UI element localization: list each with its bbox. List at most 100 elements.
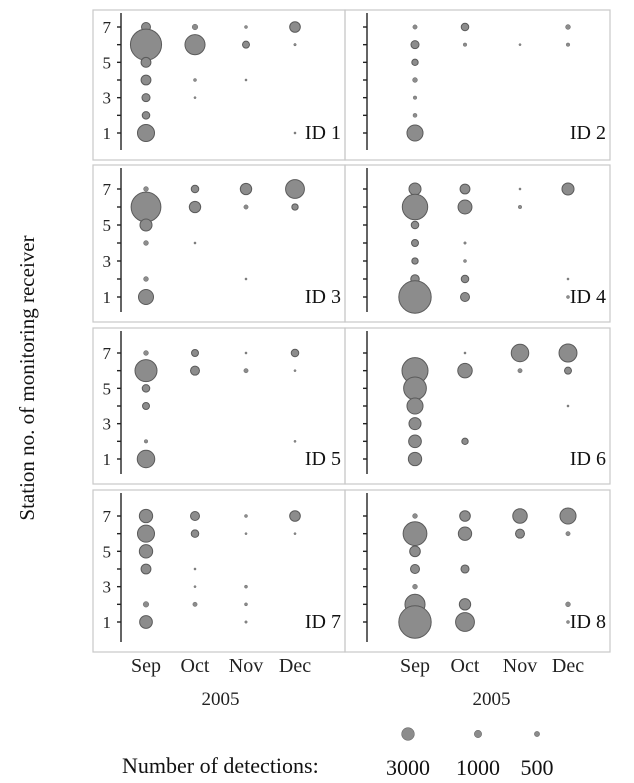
bubble-point — [566, 295, 570, 299]
bubble-point — [244, 277, 248, 281]
bubble-point — [510, 343, 530, 363]
bubble-point — [143, 186, 149, 192]
bubble-point — [566, 42, 571, 47]
legend-title: Number of detections: — [122, 753, 319, 778]
x-tick-label-sep: Sep — [400, 655, 430, 677]
bubble-point — [193, 78, 197, 82]
bubble-point — [518, 187, 522, 191]
bubble-point — [457, 526, 473, 541]
bubble-point — [411, 58, 419, 67]
legend-bubble-1000 — [474, 730, 482, 738]
panel-id-label: ID 6 — [570, 448, 606, 470]
bubble-point — [460, 292, 470, 302]
panel-id-6: ID 6 — [344, 327, 611, 485]
bubble-point — [413, 95, 418, 100]
panel-id-label: ID 4 — [570, 286, 606, 308]
bubble-point — [193, 241, 197, 245]
panel-id-5: 1 3 5 7 ID 5 — [92, 327, 346, 485]
bubble-point — [193, 96, 197, 99]
bubble-point — [244, 351, 248, 355]
bubble-point — [460, 274, 470, 284]
bubble-point — [285, 179, 305, 199]
bubble-point — [293, 131, 297, 135]
panel-id-label: ID 3 — [305, 286, 341, 308]
y-tick-label: 1 — [103, 124, 112, 143]
x-tick-label-nov: Nov — [503, 655, 537, 677]
x-tick-label-dec: Dec — [279, 655, 311, 677]
bubble-point — [244, 584, 248, 589]
panel-id-8: ID 8 — [344, 489, 611, 653]
panel-id-label: ID 5 — [305, 448, 341, 470]
y-tick-label: 1 — [103, 450, 112, 469]
x-tick-label-sep: Sep — [131, 655, 161, 677]
bubble-point — [515, 528, 525, 539]
bubble-point — [401, 193, 429, 221]
y-tick-label: 3 — [103, 415, 112, 434]
bubble-point — [191, 23, 199, 31]
bubble-point — [293, 369, 297, 372]
bubble-point — [517, 368, 523, 374]
panel-id-4: ID 4 — [344, 164, 611, 323]
bubble-point — [190, 184, 200, 194]
bubble-point — [402, 521, 428, 547]
y-tick-label: 3 — [103, 252, 112, 271]
legend-label-3000: 3000 — [386, 755, 430, 780]
bubble-point — [141, 384, 151, 393]
bubble-point — [403, 376, 427, 401]
bubble-point — [458, 598, 472, 611]
panel-frame — [344, 164, 611, 323]
bubble-point — [411, 257, 419, 265]
bubble-point — [412, 113, 418, 118]
bubble-point — [559, 507, 577, 525]
bubble-point — [455, 612, 475, 632]
bubble-point — [291, 203, 299, 211]
bubble-point — [564, 366, 572, 375]
bubble-point — [143, 350, 149, 356]
panel-id-2: ID 2 — [344, 9, 611, 161]
bubble-point — [410, 220, 420, 230]
bubble-point — [410, 40, 420, 50]
x-tick-label-dec: Dec — [552, 655, 584, 677]
panel-frame — [344, 489, 611, 653]
bubble-point — [463, 259, 467, 263]
bubble-point — [141, 111, 151, 120]
bubble-point — [406, 397, 424, 415]
bubble-point — [142, 601, 150, 608]
bubble-point — [140, 74, 152, 86]
bubble-point — [412, 24, 418, 30]
bubble-point — [461, 437, 469, 446]
bubble-point — [463, 351, 467, 355]
y-tick-label: 5 — [103, 216, 112, 235]
bubble-point — [407, 451, 423, 467]
bubble-point — [193, 567, 197, 571]
bubble-point — [558, 343, 578, 363]
bubble-point — [518, 43, 522, 46]
legend: Number of detections: 3000 1000 500 — [122, 727, 554, 780]
x-axis-labels: Sep Oct Nov Dec 2005 Sep Oct Nov Dec 2005 — [131, 655, 584, 710]
bubble-point — [566, 404, 570, 408]
bubble-point — [566, 620, 570, 624]
bubble-point — [290, 348, 300, 358]
bubble-point — [142, 402, 150, 410]
bubble-point — [244, 602, 248, 607]
panel-id-label: ID 1 — [305, 122, 341, 144]
panel-id-label: ID 2 — [570, 122, 606, 144]
bubble-point — [408, 417, 422, 431]
y-tick-label: 1 — [103, 613, 112, 632]
bubble-point — [565, 601, 571, 607]
bubble-point — [457, 362, 473, 379]
bubble-point — [136, 449, 156, 469]
y-tick-label: 5 — [103, 379, 112, 398]
legend-bubble-3000 — [401, 727, 415, 741]
bubble-point — [239, 182, 253, 196]
bubble-point — [565, 24, 571, 30]
bubble-point — [411, 239, 419, 247]
bubble-point — [140, 563, 152, 575]
bubble-point — [143, 439, 148, 444]
panel-id-label: ID 7 — [305, 611, 341, 633]
y-tick-label: 5 — [103, 53, 112, 72]
bubble-point — [398, 280, 432, 314]
bubble-point — [137, 288, 155, 306]
bubble-point — [463, 241, 467, 245]
bubble-point — [293, 43, 297, 47]
